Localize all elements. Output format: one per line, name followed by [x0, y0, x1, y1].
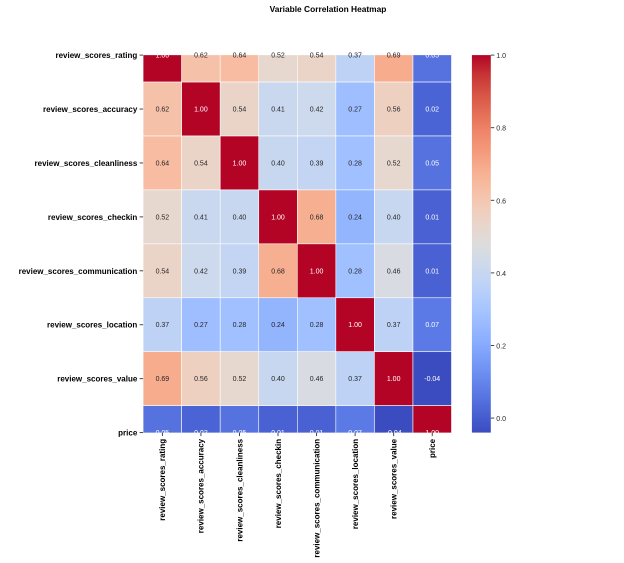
svg-text:review_scores_cleanliness: review_scores_cleanliness [35, 159, 138, 168]
svg-text:0.69: 0.69 [387, 53, 401, 60]
svg-text:1.00: 1.00 [194, 107, 208, 114]
svg-text:0.37: 0.37 [348, 376, 362, 383]
svg-text:1.00: 1.00 [310, 268, 324, 275]
svg-text:review_scores_rating: review_scores_rating [158, 439, 167, 521]
svg-text:0.27: 0.27 [194, 322, 208, 329]
svg-text:0.8: 0.8 [496, 126, 506, 133]
svg-text:0.68: 0.68 [271, 268, 285, 275]
svg-text:0.54: 0.54 [156, 268, 170, 275]
svg-text:0.28: 0.28 [348, 268, 362, 275]
svg-text:0.0: 0.0 [496, 416, 506, 423]
svg-text:0.54: 0.54 [233, 107, 247, 114]
svg-text:review_scores_accuracy: review_scores_accuracy [43, 105, 138, 114]
svg-text:0.28: 0.28 [233, 322, 247, 329]
svg-text:0.02: 0.02 [425, 107, 439, 114]
svg-text:0.4: 0.4 [496, 271, 506, 278]
svg-text:0.37: 0.37 [348, 53, 362, 60]
svg-text:review_scores_value: review_scores_value [389, 438, 398, 519]
svg-text:price: price [428, 438, 437, 458]
svg-text:0.52: 0.52 [271, 53, 285, 60]
svg-text:price: price [118, 429, 138, 438]
svg-text:0.01: 0.01 [425, 214, 439, 221]
svg-text:Variable Correlation Heatmap: Variable Correlation Heatmap [270, 4, 387, 14]
svg-text:review_scores_checkin: review_scores_checkin [274, 439, 283, 529]
svg-text:review_scores_location: review_scores_location [47, 321, 137, 330]
svg-text:review_scores_rating: review_scores_rating [55, 51, 137, 60]
svg-text:0.42: 0.42 [310, 107, 324, 114]
svg-text:0.01: 0.01 [425, 268, 439, 275]
svg-text:1.0: 1.0 [496, 53, 506, 60]
svg-text:review_scores_checkin: review_scores_checkin [48, 213, 138, 222]
svg-text:0.24: 0.24 [271, 322, 285, 329]
svg-text:0.69: 0.69 [156, 376, 170, 383]
svg-text:review_scores_communication: review_scores_communication [312, 439, 321, 558]
svg-text:0.64: 0.64 [156, 160, 170, 167]
svg-text:0.28: 0.28 [310, 322, 324, 329]
svg-text:0.28: 0.28 [348, 160, 362, 167]
svg-text:0.37: 0.37 [156, 322, 170, 329]
svg-text:0.41: 0.41 [194, 214, 208, 221]
svg-text:0.56: 0.56 [194, 376, 208, 383]
svg-text:0.40: 0.40 [271, 376, 285, 383]
svg-text:1.00: 1.00 [233, 160, 247, 167]
svg-text:0.62: 0.62 [156, 107, 170, 114]
svg-text:review_scores_location: review_scores_location [351, 439, 360, 529]
svg-text:1.00: 1.00 [156, 53, 170, 60]
svg-text:0.39: 0.39 [233, 268, 247, 275]
svg-text:0.40: 0.40 [387, 214, 401, 221]
svg-text:0.05: 0.05 [425, 53, 439, 60]
svg-text:0.40: 0.40 [233, 214, 247, 221]
svg-text:0.46: 0.46 [310, 376, 324, 383]
svg-text:0.52: 0.52 [156, 214, 170, 221]
svg-text:0.07: 0.07 [425, 322, 439, 329]
svg-text:0.24: 0.24 [348, 214, 362, 221]
svg-text:0.2: 0.2 [496, 343, 506, 350]
svg-text:0.37: 0.37 [387, 322, 401, 329]
svg-text:0.39: 0.39 [310, 160, 324, 167]
svg-text:0.6: 0.6 [496, 198, 506, 205]
svg-text:review_scores_accuracy: review_scores_accuracy [197, 438, 206, 533]
svg-text:0.54: 0.54 [194, 160, 208, 167]
svg-text:0.68: 0.68 [310, 214, 324, 221]
svg-text:0.41: 0.41 [271, 107, 285, 114]
svg-text:0.54: 0.54 [310, 53, 324, 60]
svg-text:1.00: 1.00 [387, 376, 401, 383]
svg-text:0.56: 0.56 [387, 107, 401, 114]
svg-text:0.27: 0.27 [348, 107, 362, 114]
svg-text:1.00: 1.00 [348, 322, 362, 329]
svg-text:0.05: 0.05 [425, 160, 439, 167]
svg-text:0.42: 0.42 [194, 268, 208, 275]
svg-text:review_scores_cleanliness: review_scores_cleanliness [235, 438, 244, 541]
svg-text:-0.04: -0.04 [424, 376, 440, 383]
svg-text:review_scores_communication: review_scores_communication [19, 267, 138, 276]
svg-text:0.52: 0.52 [233, 376, 247, 383]
svg-text:0.52: 0.52 [387, 160, 401, 167]
svg-text:1.00: 1.00 [271, 214, 285, 221]
svg-text:review_scores_value: review_scores_value [57, 375, 138, 384]
svg-text:0.46: 0.46 [387, 268, 401, 275]
svg-text:0.40: 0.40 [271, 160, 285, 167]
svg-text:0.64: 0.64 [233, 53, 247, 60]
svg-text:0.62: 0.62 [194, 53, 208, 60]
